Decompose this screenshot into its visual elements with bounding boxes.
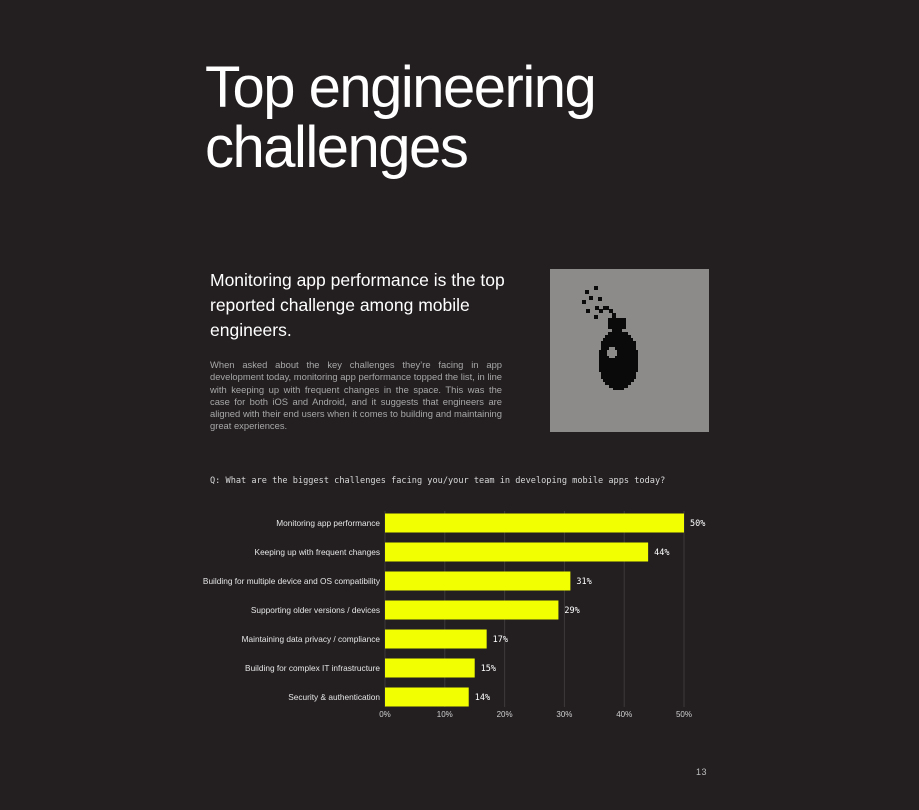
- bar: [385, 513, 684, 533]
- x-tick-label: 30%: [556, 710, 572, 719]
- body-paragraph: When asked about the key challenges they…: [210, 359, 502, 432]
- bar: [385, 687, 469, 707]
- bomb-illustration: [550, 269, 709, 432]
- value-label: 14%: [475, 693, 490, 703]
- x-tick-label: 40%: [616, 710, 632, 719]
- category-label: Security & authentication: [288, 692, 380, 702]
- category-label: Building for complex IT infrastructure: [245, 663, 380, 673]
- bar: [385, 658, 475, 678]
- category-label: Building for multiple device and OS comp…: [203, 576, 381, 586]
- value-label: 29%: [564, 606, 579, 616]
- title-line-1: Top engineering: [205, 55, 597, 120]
- bar: [385, 600, 559, 620]
- value-label: 17%: [493, 635, 508, 645]
- category-label: Keeping up with frequent changes: [255, 547, 380, 557]
- x-tick-label: 20%: [497, 710, 513, 719]
- value-label: 44%: [654, 548, 669, 558]
- section-subtitle: Monitoring app performance is the top re…: [210, 270, 505, 340]
- title-line-2: challenges: [205, 115, 469, 180]
- bar: [385, 629, 487, 649]
- survey-question: Q: What are the biggest challenges facin…: [210, 476, 666, 486]
- page-title: Top engineering challenges: [205, 58, 725, 178]
- category-label: Supporting older versions / devices: [251, 605, 380, 615]
- category-label: Monitoring app performance: [276, 518, 380, 528]
- x-tick-label: 0%: [379, 710, 391, 719]
- value-label: 31%: [576, 577, 591, 587]
- x-tick-label: 10%: [437, 710, 453, 719]
- value-label: 15%: [481, 664, 496, 674]
- bar: [385, 571, 571, 591]
- bar: [385, 542, 649, 562]
- value-label: 50%: [690, 519, 705, 529]
- category-label: Maintaining data privacy / compliance: [242, 634, 381, 644]
- x-tick-label: 50%: [676, 710, 692, 719]
- page-number: 13: [696, 767, 708, 777]
- bomb-icon: [582, 286, 638, 390]
